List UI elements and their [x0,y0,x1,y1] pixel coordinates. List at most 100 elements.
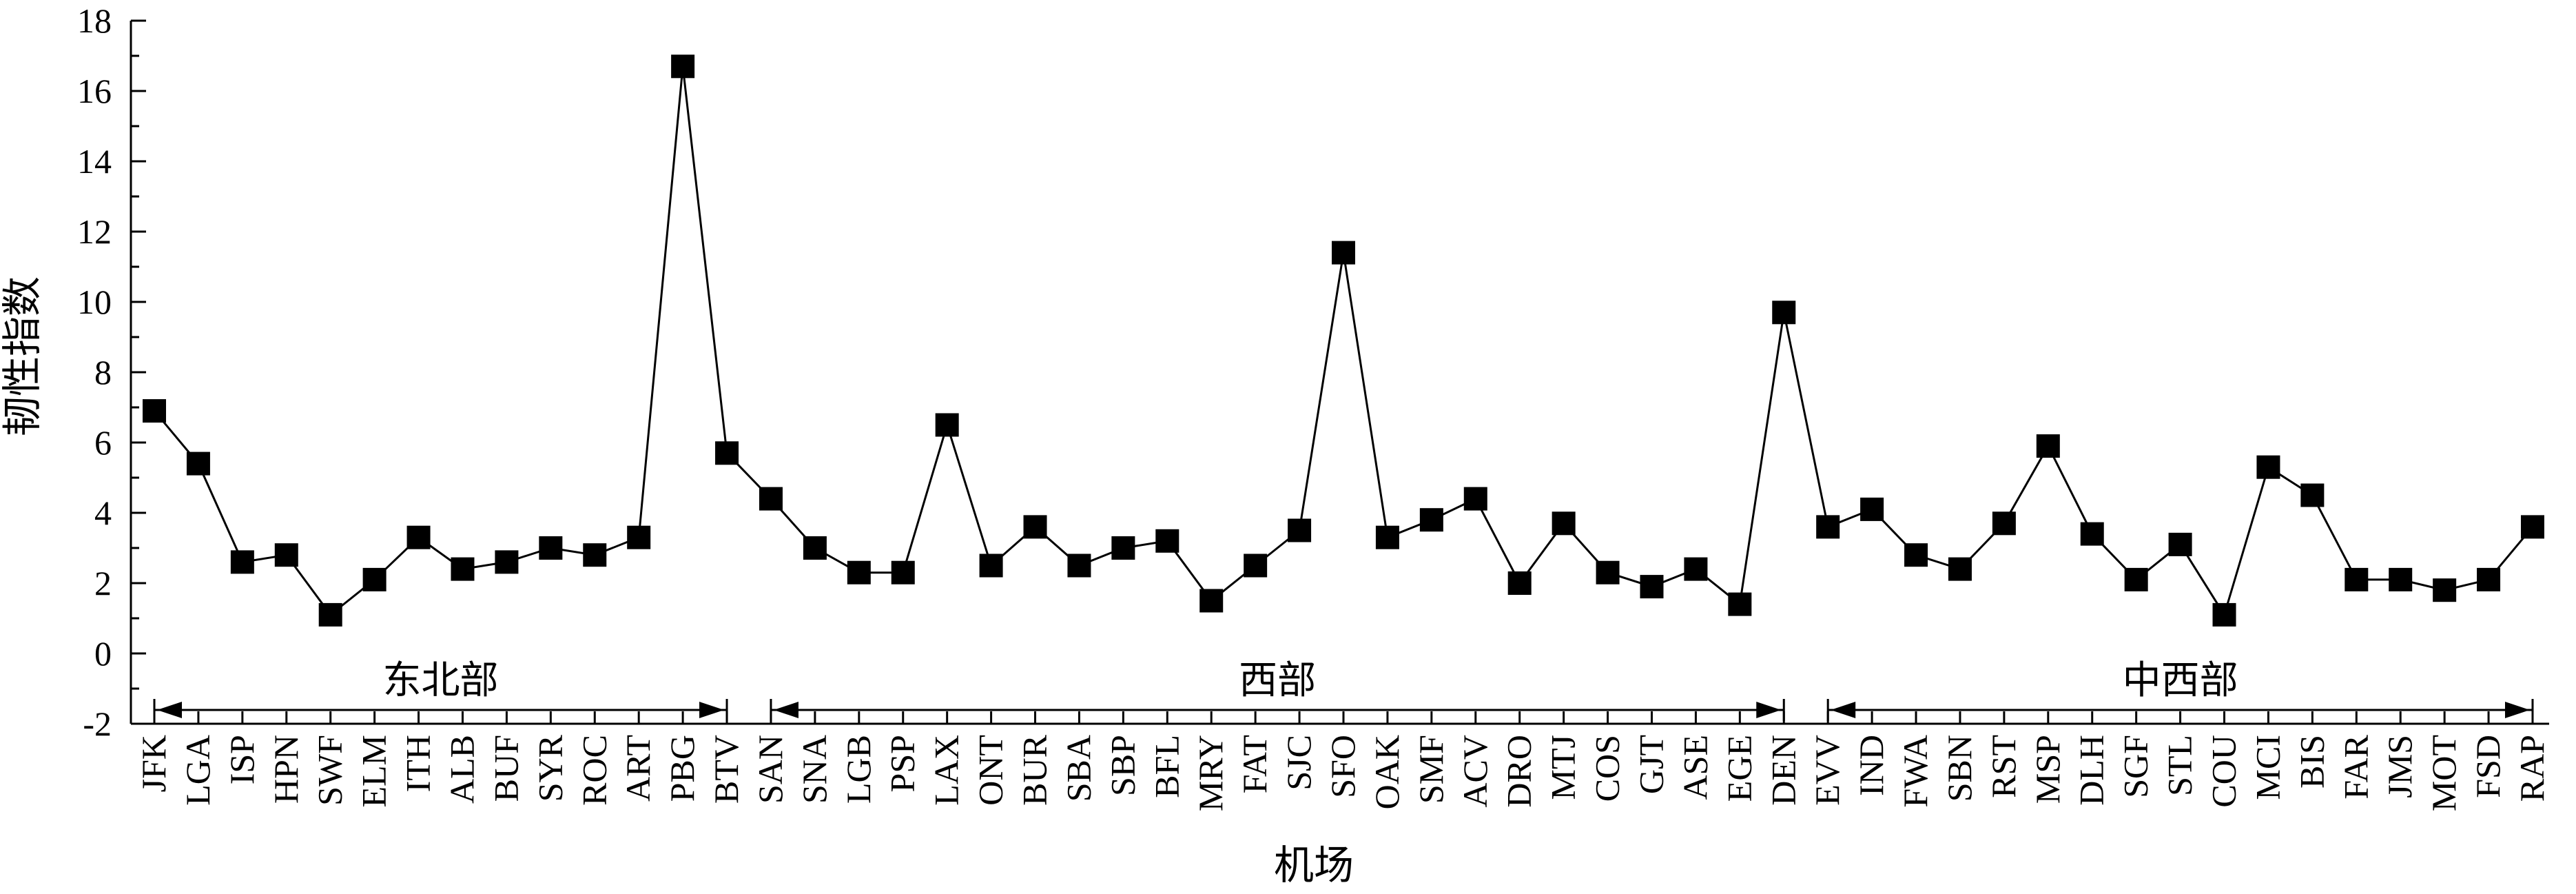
x-tick-label-LGA: LGA [178,735,217,806]
region-label-2: 中西部 [2123,660,2238,702]
data-point-COS [1596,560,1620,585]
data-point-SYR [539,536,563,560]
x-tick-label-STL: STL [2161,735,2199,796]
data-point-PBG [671,54,695,79]
x-tick-label-FSD: FSD [2469,735,2507,798]
y-tick-label-0: -2 [83,704,112,743]
x-tick-label-LAX: LAX [927,735,966,806]
region-label-1: 西部 [1239,660,1316,702]
data-point-BTV [715,441,739,465]
region-arrow-right-2 [2505,702,2530,718]
data-point-SMF [1419,508,1443,532]
data-point-DEN [1772,301,1796,325]
region-brackets: 东北部 西部 中西部 [153,660,2534,721]
y-tick-label-2: 2 [94,564,112,602]
data-point-OAK [1375,525,1399,549]
data-point-ELM [362,567,387,591]
x-tick-label-ELM: ELM [355,735,393,808]
x-tick-label-ITH: ITH [399,735,437,792]
y-tick-label-6: 10 [77,283,112,321]
data-point-FAR [2345,567,2369,591]
data-point-SFO [1332,241,1355,265]
series [153,66,2534,618]
x-tick-label-DRO: DRO [1500,735,1538,808]
data-point-LGB [847,560,871,585]
region-label-0: 东北部 [383,660,499,702]
x-tick-label-SGF: SGF [2116,735,2155,798]
x-tick-label-ISP: ISP [223,735,261,784]
region-arrow-left-2 [1831,702,1856,718]
x-tick-label-EVV: EVV [1808,735,1846,806]
x-tick-label-SJC: SJC [1279,735,1318,791]
x-tick-label-SAN: SAN [751,735,790,804]
data-point-BUF [495,550,519,574]
y-tick-label-1: 0 [94,634,112,673]
y-tick-label-5: 8 [94,353,112,392]
x-tick-label-COU: COU [2205,735,2243,808]
data-point-ITH [406,525,431,549]
data-point-PSP [891,560,915,585]
x-tick-label-OAK: OAK [1368,735,1406,809]
x-tick-label-ONT: ONT [971,735,1010,806]
x-tick-label-JFK: JFK [134,735,173,792]
data-point-ART [627,525,651,549]
x-tick-label-FAT: FAT [1235,735,1274,793]
x-tick-label-DLH: DLH [2072,735,2111,806]
data-point-ONT [979,553,1003,578]
x-tick-label-SMF: SMF [1412,735,1450,804]
y-tick-label-7: 12 [77,212,112,251]
series-line [153,66,2534,618]
data-point-SWF [318,602,342,627]
x-tick-label-IND: IND [1852,735,1890,796]
x-tick-label-SFO: SFO [1323,735,1362,798]
data-point-IND [1860,497,1884,521]
x-tick-label-ASE: ASE [1676,735,1714,800]
x-tick-label-ALB: ALB [442,735,481,804]
x-tick-label-BUF: BUF [486,735,525,802]
x-tick-label-FAR: FAR [2336,734,2375,799]
data-point-GJT [1640,575,1664,599]
data-point-DLH [2080,522,2104,546]
x-tick-label-MRY: MRY [1191,735,1230,811]
x-tick-label-SBA: SBA [1059,735,1098,802]
x-tick-label-GJT: GJT [1631,735,1670,794]
x-ticks: JFK LGA ISP HPN SWF ELM ITH ALB BUF SYR ROC ART PBG B… [134,711,2551,811]
x-tick-label-DEN: DEN [1764,735,1802,806]
x-tick-label-ACV: ACV [1456,735,1494,808]
region-arrow-left-0 [157,702,182,718]
x-tick-label-BUR: BUR [1016,734,1054,805]
x-tick-label-HPN: HPN [267,735,305,804]
data-point-BUR [1023,515,1047,539]
x-tick-label-COS: COS [1588,735,1627,802]
x-tick-label-RST: RST [1984,735,2023,798]
x-tick-label-SBN: SBN [1940,735,1979,802]
x-tick-label-ART: ART [619,735,657,802]
data-point-JFK [143,399,166,423]
data-point-SNA [803,536,827,560]
x-tick-label-JMS: JMS [2380,735,2419,798]
data-point-FWA [1904,543,1928,567]
x-tick-label-MOT: MOT [2424,735,2463,811]
x-tick-label-RAP: RAP [2513,735,2551,802]
x-tick-label-SYR: SYR [530,734,569,802]
data-point-STL [2168,532,2192,556]
data-point-LAX [935,413,959,437]
data-point-MSP [2036,434,2060,458]
region-arrow-right-1 [1756,702,1782,718]
data-point-DRO [1507,571,1532,595]
data-point-SAN [759,487,783,511]
x-tick-label-PSP: PSP [883,735,922,792]
y-tick-label-8: 14 [77,142,112,181]
x-axis-title: 机场 [1274,843,1354,888]
region-arrow-right-0 [699,702,725,718]
data-point-JMS [2389,567,2413,591]
data-point-MOT [2433,578,2457,602]
x-tick-label-EGE: EGE [1720,735,1758,802]
x-tick-label-MCI: MCI [2248,735,2287,800]
data-point-FSD [2477,567,2501,591]
data-point-MCI [2256,455,2280,479]
data-point-SBA [1067,553,1091,578]
x-tick-label-BTV: BTV [707,735,745,804]
y-tick-label-3: 4 [94,494,112,532]
